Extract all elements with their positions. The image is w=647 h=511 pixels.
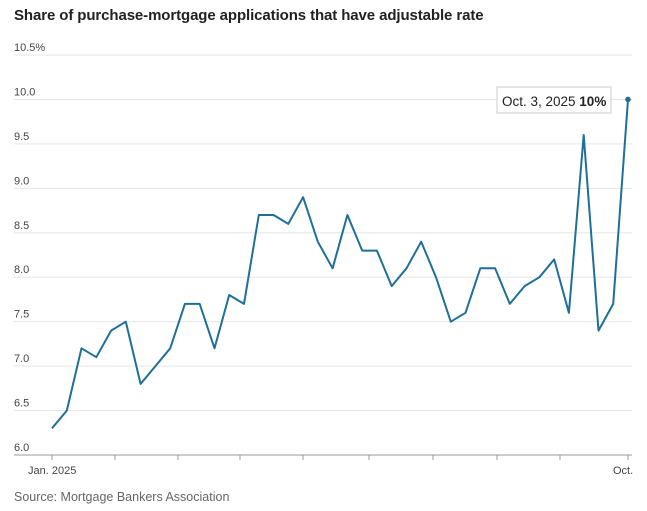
annotation-label: Oct. 3, 2025 10% xyxy=(502,94,606,109)
last-value-annotation: Oct. 3, 2025 10% xyxy=(496,86,631,114)
x-axis: Jan. 2025 Oct. xyxy=(14,454,633,477)
annotation-value: 10% xyxy=(579,94,606,109)
y-tick-label: 8.5 xyxy=(14,220,29,232)
annotation-box xyxy=(496,86,612,114)
y-tick-label: 10.0 xyxy=(14,86,35,98)
x-tick-label: Oct. xyxy=(613,465,633,477)
y-tick-label: 6.0 xyxy=(14,442,29,454)
source-note: Source: Mortgage Bankers Association xyxy=(14,490,230,504)
chart-title: Share of purchase-mortgage applications … xyxy=(14,7,484,24)
last-point-marker xyxy=(625,96,631,103)
y-axis-ticks: 6.0 6.5 7.0 7.5 8.0 8.5 9.0 9.5 10.0 10.5% xyxy=(14,42,45,454)
gridlines xyxy=(14,54,632,412)
y-tick-label: 6.5 xyxy=(14,398,29,410)
y-tick-label: 7.0 xyxy=(14,353,29,365)
series-line xyxy=(51,99,629,429)
annotation-date: Oct. 3, 2025 xyxy=(502,94,579,109)
y-tick-label: 9.0 xyxy=(14,175,29,187)
y-tick-label: 9.5 xyxy=(14,131,29,143)
y-tick-label: 10.5% xyxy=(14,42,45,54)
y-tick-label: 8.0 xyxy=(14,264,29,276)
x-tick-label: Jan. 2025 xyxy=(28,465,76,477)
line-chart: 6.0 6.5 7.0 7.5 8.0 8.5 9.0 9.5 10.0 10.5% Jan. 2… xyxy=(14,42,633,477)
y-tick-label: 7.5 xyxy=(14,309,29,321)
